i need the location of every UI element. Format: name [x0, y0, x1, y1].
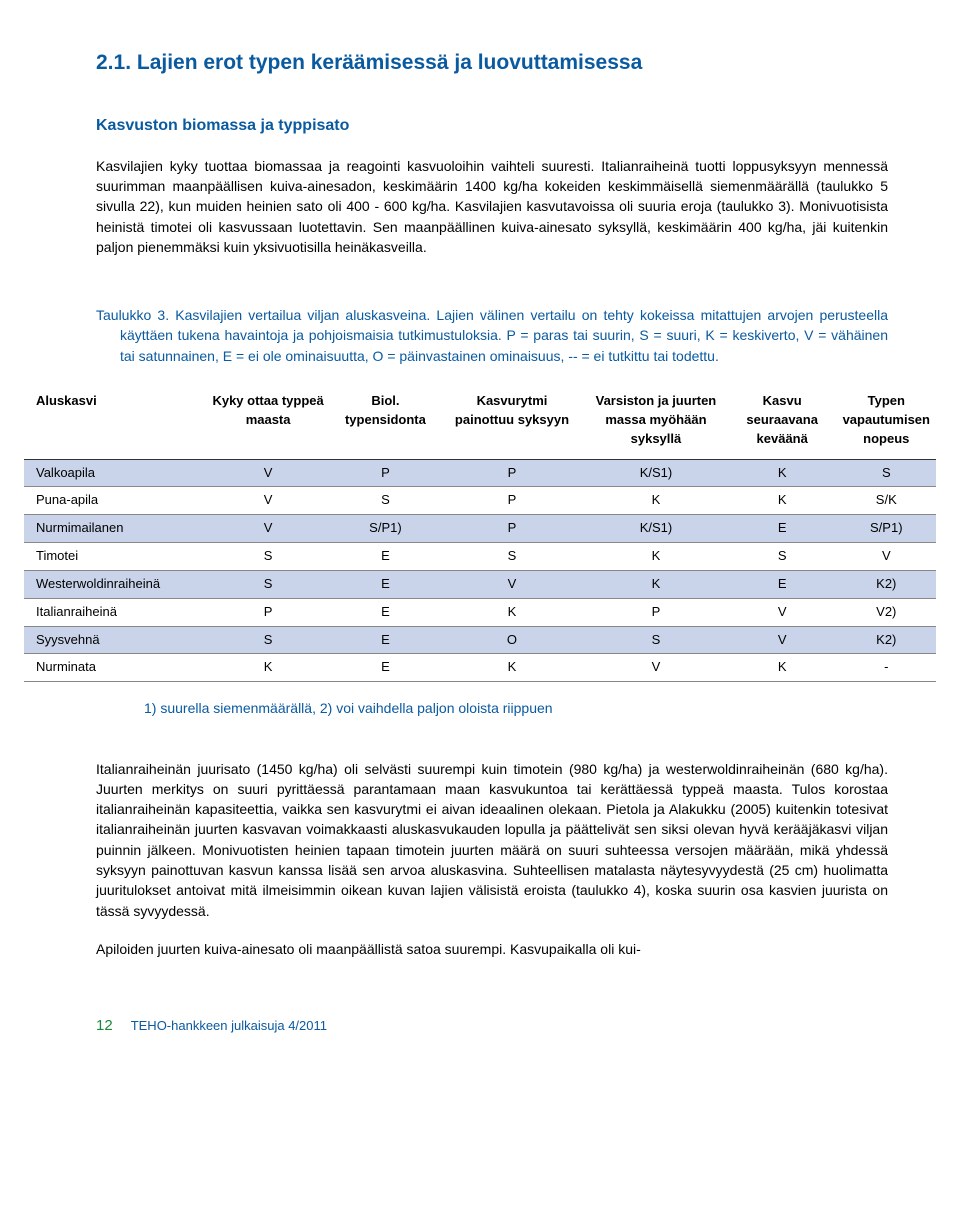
- table-caption: Taulukko 3. Kasvilajien vertailua viljan…: [96, 305, 888, 366]
- table-cell: K: [584, 487, 728, 515]
- table-container: AluskasviKyky ottaa typpeä maastaBiol. t…: [0, 384, 960, 682]
- table-cell: Timotei: [24, 543, 205, 571]
- table-cell: K: [584, 570, 728, 598]
- table-cell: S: [837, 459, 936, 487]
- table-column-header: Varsiston ja juurten massa myöhään syksy…: [584, 384, 728, 459]
- table-cell: V: [205, 459, 331, 487]
- table-cell: K: [728, 487, 837, 515]
- table-cell: K: [440, 654, 584, 682]
- table-cell: V: [584, 654, 728, 682]
- table-column-header: Kasvu seuraavana keväänä: [728, 384, 837, 459]
- table-cell: K2): [837, 570, 936, 598]
- subsection-heading: Kasvuston biomassa ja typpisato: [96, 114, 888, 137]
- table-cell: O: [440, 626, 584, 654]
- table-cell: K: [205, 654, 331, 682]
- table-column-header: Biol. typensidonta: [331, 384, 440, 459]
- table-column-header: Kyky ottaa typpeä maasta: [205, 384, 331, 459]
- table-column-header: Kasvurytmi painottuu syksyyn: [440, 384, 584, 459]
- table-cell: E: [728, 570, 837, 598]
- table-row: ValkoapilaVPPK/S1)KS: [24, 459, 936, 487]
- table-cell: V: [728, 626, 837, 654]
- table-cell: K: [728, 654, 837, 682]
- paragraph-intro: Kasvilajien kyky tuottaa biomassaa ja re…: [96, 156, 888, 257]
- table-cell: V: [728, 598, 837, 626]
- table-cell: K: [584, 543, 728, 571]
- table-cell: Nurminata: [24, 654, 205, 682]
- table-cell: E: [728, 515, 837, 543]
- table-cell: V: [440, 570, 584, 598]
- table-cell: S/P1): [331, 515, 440, 543]
- table-cell: S: [728, 543, 837, 571]
- publication-reference: TEHO-hankkeen julkaisuja 4/2011: [131, 1017, 327, 1036]
- table-row: NurmimailanenVS/P1)PK/S1)ES/P1): [24, 515, 936, 543]
- table-cell: P: [205, 598, 331, 626]
- table-row: TimoteiSESKSV: [24, 543, 936, 571]
- table-cell: P: [440, 459, 584, 487]
- table-row: NurminataKEKVK-: [24, 654, 936, 682]
- table-cell: V: [837, 543, 936, 571]
- table-cell: S: [205, 543, 331, 571]
- table-cell: E: [331, 626, 440, 654]
- table-cell: E: [331, 570, 440, 598]
- table-cell: P: [440, 487, 584, 515]
- paragraph-continuation: Apiloiden juurten kuiva-ainesato oli maa…: [96, 939, 888, 959]
- table-row: SyysvehnäSEOSVK2): [24, 626, 936, 654]
- table-header-row: AluskasviKyky ottaa typpeä maastaBiol. t…: [24, 384, 936, 459]
- table-cell: S: [205, 626, 331, 654]
- table-cell: S/K: [837, 487, 936, 515]
- table-cell: Westerwoldinraiheinä: [24, 570, 205, 598]
- table-cell: -: [837, 654, 936, 682]
- table-cell: Puna-apila: [24, 487, 205, 515]
- paragraph-body: Italianraiheinän juurisato (1450 kg/ha) …: [96, 759, 888, 921]
- table-cell: E: [331, 543, 440, 571]
- comparison-table: AluskasviKyky ottaa typpeä maastaBiol. t…: [24, 384, 936, 682]
- table-cell: V2): [837, 598, 936, 626]
- table-row: ItalianraiheinäPEKPVV2): [24, 598, 936, 626]
- table-cell: S: [440, 543, 584, 571]
- table-row: WesterwoldinraiheinäSEVKEK2): [24, 570, 936, 598]
- page-number: 12: [96, 1015, 113, 1037]
- table-cell: S: [331, 487, 440, 515]
- table-cell: K/S1): [584, 515, 728, 543]
- table-cell: S: [205, 570, 331, 598]
- table-cell: P: [584, 598, 728, 626]
- table-footnote: 1) suurella siemenmäärällä, 2) voi vaihd…: [96, 698, 888, 718]
- table-cell: K/S1): [584, 459, 728, 487]
- table-column-header: Typen vapautumisen nopeus: [837, 384, 936, 459]
- table-cell: K: [440, 598, 584, 626]
- table-cell: K: [728, 459, 837, 487]
- table-cell: E: [331, 654, 440, 682]
- table-cell: Nurmimailanen: [24, 515, 205, 543]
- table-cell: P: [331, 459, 440, 487]
- section-heading: 2.1. Lajien erot typen keräämisessä ja l…: [96, 48, 888, 78]
- table-cell: K2): [837, 626, 936, 654]
- table-cell: S: [584, 626, 728, 654]
- table-row: Puna-apilaVSPKKS/K: [24, 487, 936, 515]
- table-cell: P: [440, 515, 584, 543]
- table-cell: E: [331, 598, 440, 626]
- table-cell: Valkoapila: [24, 459, 205, 487]
- table-cell: V: [205, 487, 331, 515]
- table-cell: S/P1): [837, 515, 936, 543]
- page-footer: 12 TEHO-hankkeen julkaisuja 4/2011: [96, 1015, 888, 1037]
- table-cell: V: [205, 515, 331, 543]
- table-cell: Syysvehnä: [24, 626, 205, 654]
- table-cell: Italianraiheinä: [24, 598, 205, 626]
- table-column-header: Aluskasvi: [24, 384, 205, 459]
